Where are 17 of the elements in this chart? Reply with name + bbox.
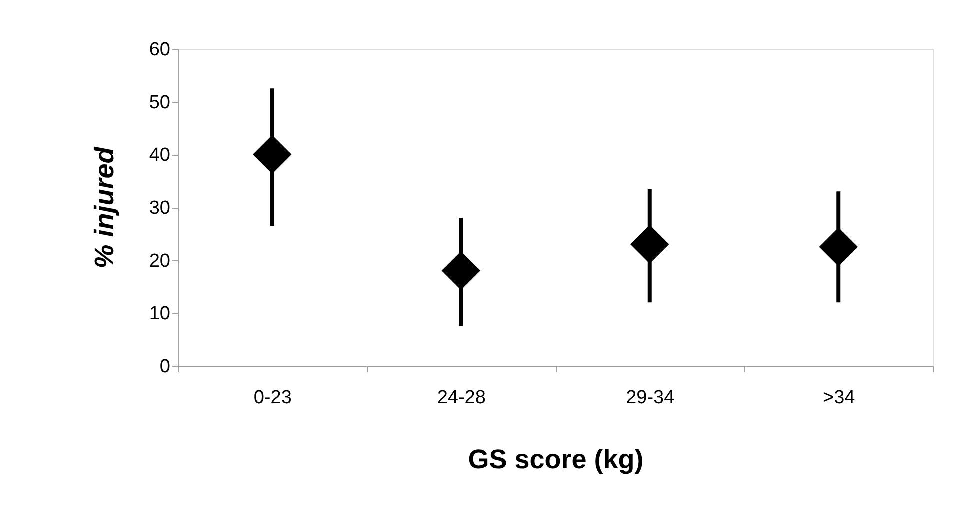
- y-tick-label: 20: [149, 250, 170, 272]
- x-tick-label: 29-34: [626, 388, 676, 408]
- y-tick-label: 50: [149, 92, 170, 114]
- point: [253, 135, 292, 174]
- point: [442, 252, 480, 290]
- y-tick-label: 40: [149, 145, 170, 166]
- y-tick-label: 10: [149, 304, 170, 325]
- y-axis-title: % injured: [89, 146, 120, 269]
- y-tick-label: 60: [149, 40, 170, 60]
- x-tick-label: 24-28: [437, 388, 486, 408]
- y-tick-label: 0: [160, 356, 170, 378]
- point: [630, 225, 670, 264]
- point: [819, 228, 858, 266]
- x-tick-label: 0-23: [254, 388, 292, 408]
- x-axis-title: GS score (kg): [468, 444, 644, 474]
- x-tick-label: >34: [823, 388, 856, 408]
- y-tick-label: 30: [149, 198, 170, 219]
